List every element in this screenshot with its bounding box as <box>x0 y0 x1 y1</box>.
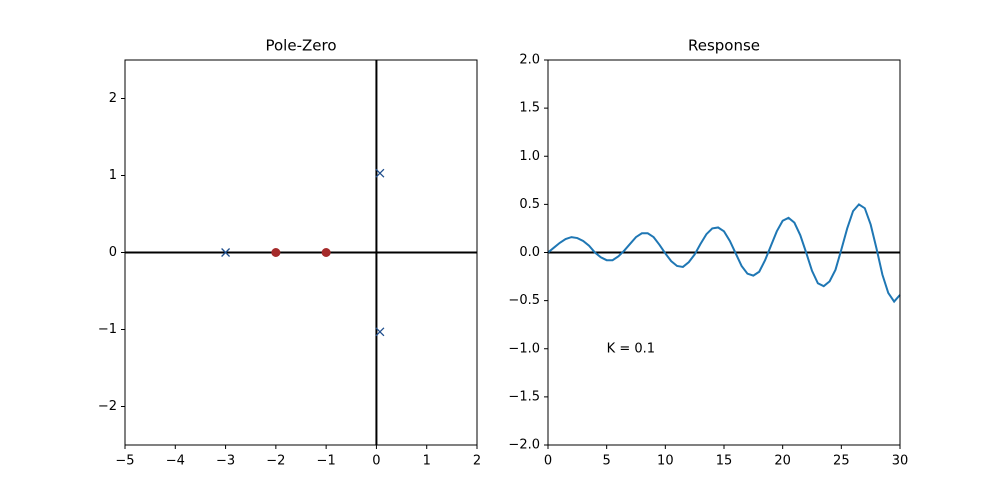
axes-frame <box>547 59 901 446</box>
x-tick-label: 25 <box>833 454 850 469</box>
x-tick-label: 2 <box>473 454 481 469</box>
y-tick-label: −1 <box>98 322 117 337</box>
y-tick-label: 0.0 <box>519 245 540 260</box>
annotation: K = 0.1 <box>607 341 655 356</box>
x-tick-label: −2 <box>266 454 285 469</box>
y-tick-label: 1.0 <box>519 149 540 164</box>
x-tick-label: 20 <box>774 454 791 469</box>
y-tick-label: 2 <box>109 91 117 106</box>
x-tick-label: −5 <box>115 454 134 469</box>
y-tick-label: 2.0 <box>519 53 540 68</box>
x-tick-label: 1 <box>423 454 431 469</box>
y-tick-label: 0 <box>109 245 117 260</box>
x-tick-label: 5 <box>603 454 611 469</box>
x-tick-label: −3 <box>216 454 235 469</box>
y-tick-label: 0.5 <box>519 197 540 212</box>
y-tick-label: −1.5 <box>508 389 540 404</box>
zero-marker <box>271 248 281 257</box>
x-tick-label: 15 <box>716 454 733 469</box>
x-tick-label: 0 <box>372 454 380 469</box>
y-tick-label: −1.0 <box>508 341 540 356</box>
x-tick-label: −1 <box>317 454 336 469</box>
y-tick-label: −2 <box>98 399 117 414</box>
x-tick-label: 10 <box>657 454 674 469</box>
x-tick-label: 30 <box>892 454 909 469</box>
y-tick-label: 1.5 <box>519 101 540 116</box>
y-tick-label: −0.5 <box>508 293 540 308</box>
zero-marker <box>321 248 331 257</box>
x-tick-label: 0 <box>544 454 552 469</box>
y-tick-label: −2.0 <box>508 438 540 453</box>
y-tick-label: 1 <box>109 168 117 183</box>
pole-marker <box>221 248 231 257</box>
pole-marker <box>375 168 385 178</box>
response-line <box>547 203 901 304</box>
chart-title: Pole-Zero <box>265 37 336 55</box>
chart-title: Response <box>688 37 760 55</box>
pole-marker <box>375 327 385 337</box>
x-tick-label: −4 <box>166 454 185 469</box>
axes-frame <box>124 59 478 446</box>
